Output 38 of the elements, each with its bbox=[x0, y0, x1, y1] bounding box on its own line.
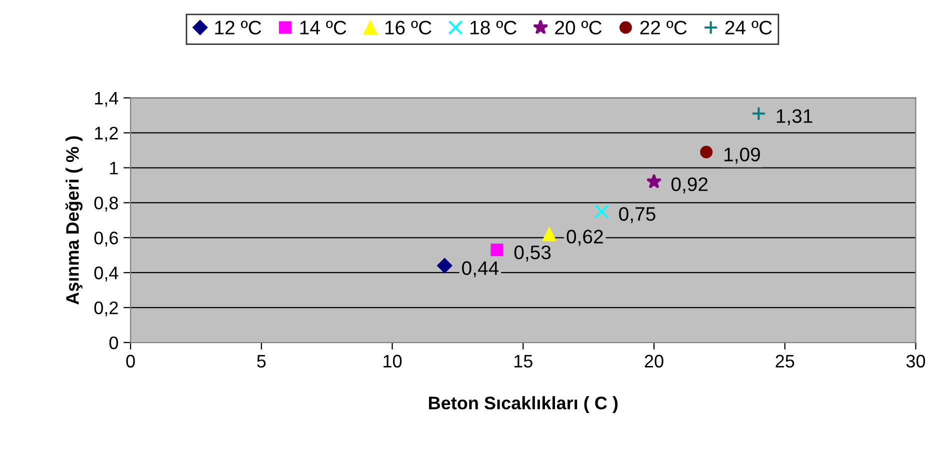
data-label: 0,44 bbox=[462, 261, 499, 278]
x-tick-label: 30 bbox=[906, 354, 926, 368]
x-tick-label: 10 bbox=[384, 354, 402, 368]
y-tick-label: 0,4 bbox=[94, 266, 118, 282]
point bbox=[700, 146, 713, 158]
y-tick-label: 0,6 bbox=[94, 232, 118, 247]
legend-label: 14 ºC bbox=[300, 20, 346, 34]
legend-label: 16 ºC bbox=[385, 20, 432, 34]
y-axis-title: Aşınma Değeri ( % ) bbox=[65, 136, 83, 305]
x-tick-label: 20 bbox=[644, 354, 664, 368]
y-tick-label: 1,2 bbox=[95, 126, 118, 142]
point bbox=[594, 204, 609, 219]
legend-label: 24 ºC bbox=[725, 20, 772, 34]
x-axis-title: Beton Sıcaklıkları ( C ) bbox=[429, 396, 618, 413]
data-label: 0,62 bbox=[566, 230, 603, 246]
y-tick-label: 1 bbox=[110, 162, 118, 174]
legend-label: 12 ºC bbox=[215, 20, 262, 34]
y-tick-label: 1,4 bbox=[95, 92, 118, 107]
y-tick-label: 0,8 bbox=[94, 196, 118, 212]
point bbox=[437, 258, 452, 274]
data-label: 0,92 bbox=[671, 177, 708, 194]
point bbox=[751, 106, 766, 121]
data-label: 1,09 bbox=[724, 148, 760, 164]
legend-label: 22 ºC bbox=[640, 20, 687, 34]
point bbox=[542, 227, 556, 242]
x-tick-label: 5 bbox=[257, 354, 266, 368]
point bbox=[646, 174, 662, 188]
y-tick-label: 0 bbox=[109, 336, 118, 350]
x-tick-label: 15 bbox=[514, 354, 532, 368]
point bbox=[490, 244, 504, 256]
x-tick-label: 25 bbox=[776, 354, 794, 368]
y-tick-label: 0,2 bbox=[94, 301, 118, 316]
x-tick-label: 0 bbox=[126, 354, 135, 368]
data-label: 0,53 bbox=[514, 246, 551, 262]
legend-label: 18 ºC bbox=[470, 20, 516, 34]
data-label: 1,31 bbox=[776, 109, 812, 126]
data-label: 0,75 bbox=[619, 207, 656, 224]
legend-label: 20 ºC bbox=[555, 20, 602, 34]
